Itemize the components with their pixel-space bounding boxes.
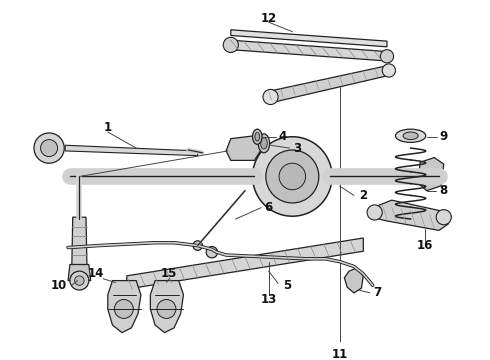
Text: 16: 16 — [416, 239, 433, 252]
Circle shape — [266, 150, 319, 203]
Text: 14: 14 — [87, 267, 104, 280]
Circle shape — [34, 133, 64, 163]
Text: 6: 6 — [265, 201, 273, 214]
Text: 13: 13 — [261, 293, 277, 306]
Text: 8: 8 — [440, 184, 448, 197]
Circle shape — [114, 300, 133, 319]
Text: 10: 10 — [50, 279, 67, 292]
Circle shape — [74, 276, 84, 285]
Polygon shape — [68, 265, 91, 280]
Text: 1: 1 — [104, 121, 112, 134]
Circle shape — [193, 241, 202, 250]
Polygon shape — [344, 268, 363, 293]
Ellipse shape — [258, 134, 270, 153]
Circle shape — [223, 37, 238, 53]
Text: 5: 5 — [283, 279, 292, 292]
Circle shape — [279, 163, 306, 190]
Polygon shape — [226, 136, 264, 161]
Polygon shape — [65, 145, 197, 156]
Circle shape — [206, 247, 218, 258]
Ellipse shape — [255, 132, 260, 141]
Text: 11: 11 — [332, 348, 348, 360]
Ellipse shape — [395, 129, 426, 143]
Polygon shape — [150, 280, 183, 333]
Polygon shape — [269, 66, 390, 103]
Circle shape — [382, 64, 395, 77]
Polygon shape — [231, 30, 387, 47]
Text: 4: 4 — [279, 130, 287, 143]
Text: 9: 9 — [440, 130, 448, 143]
Polygon shape — [418, 158, 444, 191]
Circle shape — [380, 50, 393, 63]
Polygon shape — [371, 200, 448, 230]
Polygon shape — [72, 217, 87, 266]
Polygon shape — [127, 238, 363, 289]
Circle shape — [263, 89, 278, 104]
Circle shape — [70, 271, 89, 290]
Ellipse shape — [252, 129, 262, 144]
Polygon shape — [231, 40, 387, 61]
Circle shape — [41, 140, 58, 157]
Text: 2: 2 — [359, 189, 368, 202]
Text: 3: 3 — [293, 141, 301, 154]
Ellipse shape — [403, 132, 418, 140]
Ellipse shape — [261, 138, 267, 149]
Circle shape — [367, 205, 382, 220]
Circle shape — [252, 137, 332, 216]
Circle shape — [436, 210, 451, 225]
Polygon shape — [108, 280, 141, 333]
Text: 7: 7 — [373, 287, 382, 300]
Text: 12: 12 — [261, 12, 277, 25]
Circle shape — [157, 300, 176, 319]
Text: 15: 15 — [161, 267, 177, 280]
